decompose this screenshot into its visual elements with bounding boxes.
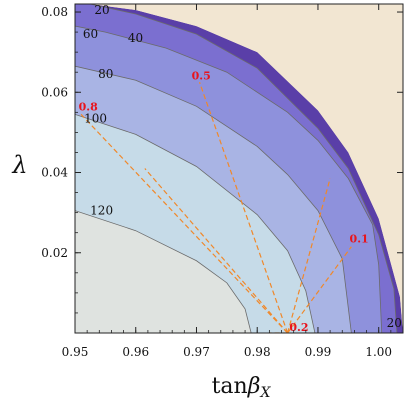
contour-line-100 bbox=[75, 113, 316, 333]
y-tick-label: 0.08 bbox=[41, 5, 68, 19]
red-label-0.1: 0.1 bbox=[350, 233, 369, 246]
y-axis-ticks: 0.02 0.04 0.06 0.08 bbox=[41, 5, 403, 314]
contour-label-100: 100 bbox=[84, 111, 107, 125]
region-140 bbox=[75, 210, 252, 333]
red-labels: 0.8 0.5 0.1 0.2 bbox=[79, 69, 369, 334]
red-label-0.2: 0.2 bbox=[289, 321, 308, 334]
contour-line-60 bbox=[75, 25, 383, 333]
contour-lines bbox=[75, 4, 398, 333]
x-axis-title-sub: X bbox=[259, 385, 271, 401]
dashed-line-1 bbox=[144, 168, 289, 333]
x-axis-ticks: 0.95 0.96 0.97 0.98 0.99 1.00 bbox=[62, 4, 392, 359]
contour-line-80 bbox=[75, 65, 352, 333]
dashed-line-0 bbox=[80, 113, 289, 333]
region-outside bbox=[90, 4, 403, 333]
x-tick-label: 0.98 bbox=[244, 345, 271, 359]
contour-regions bbox=[75, 4, 403, 333]
contour-line-120 bbox=[75, 210, 252, 333]
dashed-line-5 bbox=[287, 246, 352, 333]
x-tick-label: 0.96 bbox=[122, 345, 149, 359]
contour-label-20: 20 bbox=[387, 316, 402, 330]
contour-label-60: 60 bbox=[83, 27, 98, 41]
dashed-line-2 bbox=[198, 82, 289, 333]
dashed-lines bbox=[80, 82, 352, 333]
x-tick-label: 1.00 bbox=[365, 345, 392, 359]
contour-line-40 bbox=[90, 4, 398, 333]
x-axis-title-greek: β bbox=[247, 374, 261, 399]
contour-label-120: 120 bbox=[90, 204, 113, 218]
x-tick-label: 0.97 bbox=[183, 345, 210, 359]
x-tick-label: 0.99 bbox=[305, 345, 332, 359]
x-axis-title: tanβX bbox=[212, 374, 272, 401]
x-axis-title-main: tan bbox=[212, 374, 248, 399]
contour-labels: 20 40 60 80 100 120 20 bbox=[83, 3, 402, 330]
contour-label-40: 40 bbox=[128, 31, 143, 45]
y-tick-label: 0.06 bbox=[41, 85, 68, 99]
contour-label-80: 80 bbox=[98, 67, 113, 81]
y-tick-label: 0.04 bbox=[41, 166, 68, 180]
y-tick-label: 0.02 bbox=[41, 246, 68, 260]
dashed-line-4 bbox=[287, 178, 331, 333]
red-label-0.8: 0.8 bbox=[79, 100, 98, 113]
x-tick-label: 0.95 bbox=[62, 345, 89, 359]
plot-frame bbox=[74, 3, 404, 334]
red-label-0.5: 0.5 bbox=[192, 69, 211, 82]
y-axis-title: λ bbox=[11, 151, 27, 179]
contour-label-20: 20 bbox=[94, 3, 109, 17]
